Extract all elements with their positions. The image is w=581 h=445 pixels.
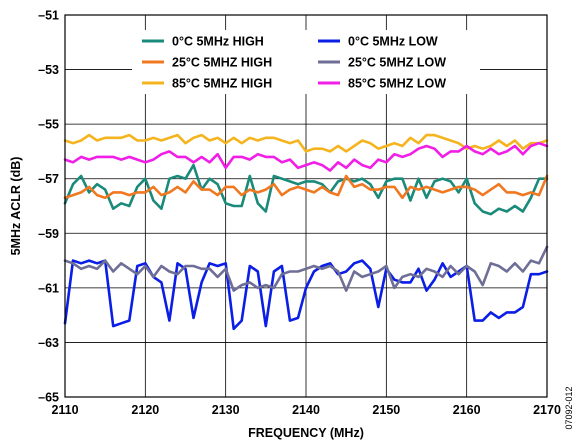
- x-tick-label: 2150: [372, 403, 400, 417]
- legend-label: 0°C 5MHz LOW: [348, 35, 438, 49]
- series-line-2: [63, 174, 549, 200]
- y-tick-label: –55: [38, 118, 59, 132]
- plot-frame: [64, 14, 548, 398]
- series-line-5: [63, 245, 549, 292]
- series-line-3: [63, 133, 549, 153]
- legend-label: 25°C 5MHZ HIGH: [172, 56, 272, 70]
- legend-background: [132, 30, 480, 94]
- y-tick-label: –57: [38, 172, 59, 186]
- tick-labels: 2110 2120 2130 2140 2150 2160 2170 –65 –63 –61 –59…: [38, 9, 561, 418]
- legend: 0°C 5MHz HIGH 0°C 5MHz LOW 25°C 5MHZ HIGH 2…: [142, 35, 446, 91]
- y-axis-title: 5MHz ACLR (dB): [9, 157, 23, 256]
- figure-id: 07092-012: [564, 386, 574, 429]
- y-tick-label: –65: [38, 391, 59, 405]
- x-tick-label: 2170: [533, 403, 561, 417]
- x-tick-label: 2130: [212, 403, 240, 417]
- x-tick-label: 2140: [292, 403, 320, 417]
- legend-label: 25°C 5MHZ LOW: [348, 56, 446, 70]
- y-tick-label: –59: [38, 227, 59, 241]
- series-lines: [63, 133, 549, 331]
- y-tick-label: –53: [38, 63, 59, 77]
- x-tick-label: 2160: [453, 403, 481, 417]
- x-axis-title: FREQUENCY (MHz): [248, 426, 364, 440]
- series-line-6: [63, 141, 549, 172]
- y-tick-label: –51: [38, 9, 59, 23]
- legend-label: 85°C 5MHZ HIGH: [172, 77, 272, 91]
- legend-label: 0°C 5MHz HIGH: [172, 35, 264, 49]
- series-line-1: [63, 163, 549, 216]
- y-tick-label: –61: [38, 281, 59, 295]
- x-tick-label: 2120: [131, 403, 159, 417]
- x-tick-label: 2110: [51, 403, 78, 417]
- y-tick-label: –63: [38, 336, 59, 350]
- legend-label: 85°C 5MHZ LOW: [348, 77, 446, 91]
